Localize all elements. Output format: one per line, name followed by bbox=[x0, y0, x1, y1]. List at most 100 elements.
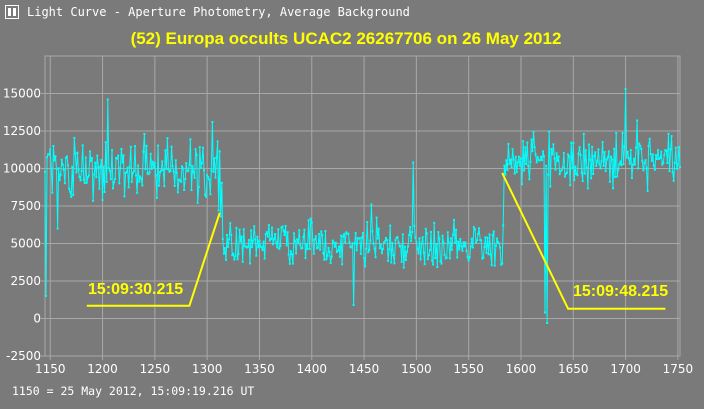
data-point bbox=[120, 148, 123, 150]
data-point bbox=[636, 119, 639, 122]
data-point bbox=[357, 237, 360, 240]
data-point bbox=[118, 182, 121, 185]
data-point bbox=[254, 238, 257, 241]
data-point bbox=[574, 165, 577, 168]
data-point bbox=[361, 236, 363, 239]
data-point bbox=[501, 262, 504, 265]
data-point bbox=[667, 132, 670, 135]
data-point bbox=[147, 173, 150, 176]
x-tick-label: 1200 bbox=[87, 362, 118, 376]
data-point bbox=[149, 152, 152, 155]
data-point bbox=[285, 244, 288, 247]
data-point bbox=[671, 171, 674, 174]
data-point bbox=[376, 237, 379, 240]
data-point bbox=[130, 180, 133, 183]
data-point bbox=[170, 145, 173, 148]
data-point bbox=[547, 173, 550, 176]
data-point bbox=[443, 253, 446, 256]
y-tick-label: 15000 bbox=[3, 87, 41, 101]
data-point bbox=[374, 256, 377, 259]
data-point bbox=[58, 179, 61, 182]
data-point bbox=[412, 161, 415, 164]
data-point bbox=[61, 163, 64, 166]
series-line bbox=[44, 88, 681, 324]
data-point bbox=[426, 258, 429, 261]
data-point bbox=[504, 173, 507, 176]
data-point bbox=[390, 261, 393, 264]
data-point bbox=[72, 194, 75, 196]
data-point bbox=[131, 172, 134, 174]
data-point bbox=[273, 238, 276, 241]
data-point bbox=[463, 245, 466, 248]
data-point bbox=[492, 230, 495, 233]
data-point bbox=[538, 159, 541, 162]
data-point bbox=[610, 155, 612, 158]
data-point bbox=[366, 221, 369, 223]
data-point bbox=[85, 181, 88, 184]
data-point bbox=[530, 138, 533, 141]
data-point bbox=[227, 245, 230, 248]
light-curve-app-icon[interactable] bbox=[5, 5, 19, 19]
data-point bbox=[490, 264, 493, 267]
data-point bbox=[275, 241, 278, 244]
data-point bbox=[312, 252, 315, 255]
data-point bbox=[347, 232, 350, 235]
data-point bbox=[135, 174, 137, 177]
data-point bbox=[217, 209, 220, 212]
data-point bbox=[53, 159, 56, 162]
data-point bbox=[191, 165, 194, 168]
data-point bbox=[449, 237, 452, 240]
data-point bbox=[424, 227, 427, 230]
data-point bbox=[506, 169, 509, 172]
data-point bbox=[271, 226, 273, 229]
data-point bbox=[672, 179, 675, 182]
data-point bbox=[552, 143, 555, 146]
data-point bbox=[662, 161, 665, 164]
data-point bbox=[50, 167, 53, 170]
data-point bbox=[145, 144, 148, 147]
data-point bbox=[422, 251, 425, 254]
data-point bbox=[336, 249, 339, 252]
data-point bbox=[239, 240, 242, 243]
data-point bbox=[350, 246, 353, 249]
data-point bbox=[321, 234, 324, 237]
data-point bbox=[363, 257, 366, 260]
x-tick-label: 1350 bbox=[244, 362, 275, 376]
data-point bbox=[550, 148, 553, 151]
data-point bbox=[616, 175, 619, 178]
data-point bbox=[237, 252, 240, 255]
data-point bbox=[225, 258, 227, 261]
x-tick-label: 1600 bbox=[506, 362, 537, 376]
data-point bbox=[96, 154, 99, 157]
data-point bbox=[601, 141, 604, 144]
data-point bbox=[207, 176, 210, 179]
data-point bbox=[381, 247, 384, 250]
data-point bbox=[329, 262, 332, 264]
data-point bbox=[478, 227, 481, 230]
data-point bbox=[97, 166, 100, 169]
data-point bbox=[77, 169, 80, 172]
data-point bbox=[335, 251, 338, 253]
data-point bbox=[317, 246, 319, 249]
data-point bbox=[158, 184, 160, 187]
data-point bbox=[659, 157, 662, 160]
data-point bbox=[419, 258, 422, 261]
data-point bbox=[421, 236, 424, 239]
y-tick-label: 2500 bbox=[10, 274, 41, 288]
data-point bbox=[298, 229, 301, 232]
y-tick-label: 12500 bbox=[3, 124, 41, 138]
data-point bbox=[67, 164, 69, 167]
data-point bbox=[511, 148, 514, 151]
data-point bbox=[554, 168, 557, 171]
data-point bbox=[474, 228, 476, 231]
data-point bbox=[623, 145, 626, 148]
data-point bbox=[242, 228, 245, 231]
data-point bbox=[493, 264, 496, 267]
data-point bbox=[268, 239, 271, 242]
data-point bbox=[370, 203, 373, 206]
data-point bbox=[460, 245, 463, 248]
data-point bbox=[485, 251, 488, 254]
data-point bbox=[212, 170, 215, 173]
data-point bbox=[277, 228, 280, 231]
data-point bbox=[60, 158, 63, 161]
